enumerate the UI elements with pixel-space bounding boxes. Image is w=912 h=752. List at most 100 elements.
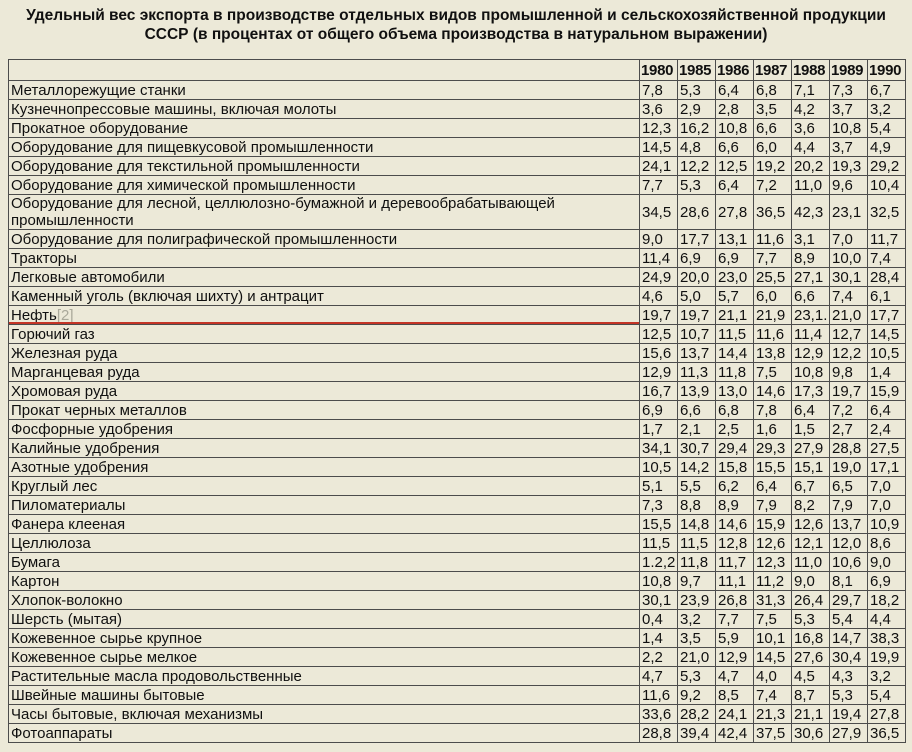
value-cell: 9,2: [677, 685, 716, 705]
product-label: Растительные масла продовольственные: [11, 667, 302, 685]
value-cell: 9,0: [639, 229, 678, 249]
value-cell: 12,9: [715, 647, 754, 667]
value-cell: 11,8: [677, 552, 716, 572]
value-cell: 19,9: [867, 647, 906, 667]
table-row: Кожевенное сырье мелкое 2,2 21,0 12,9 14,5 27…: [8, 647, 906, 667]
value-cell: 15,6: [639, 343, 678, 363]
value-cell: 21,1: [715, 305, 754, 325]
value-cell: 11,4: [791, 324, 830, 344]
product-label: Каменный уголь (включая шихту) и антраци…: [11, 287, 324, 305]
value-cell: 1,4: [867, 362, 906, 382]
value-cell: 17,7: [867, 305, 906, 325]
product-label: Оборудование для полиграфической промышл…: [11, 230, 398, 248]
value-cell: 14,5: [867, 324, 906, 344]
value-cell: 17,3: [791, 381, 830, 401]
product-label-cell: Швейные машины бытовые: [8, 685, 640, 705]
value-cell: 4,0: [753, 666, 792, 686]
value-cell: 13,0: [715, 381, 754, 401]
product-label-cell: Оборудование для полиграфической промышл…: [8, 229, 640, 249]
value-cell: 11,6: [639, 685, 678, 705]
table-row: Горючий газ 12,5 10,7 11,5 11,6 11,4 12,7 14,5: [8, 324, 906, 344]
value-cell: 1,7: [639, 419, 678, 439]
value-cell: 20,2: [791, 156, 830, 176]
value-cell: 7,4: [867, 248, 906, 268]
year-header-1988: 1988: [791, 59, 830, 81]
value-cell: 12,7: [829, 324, 868, 344]
table-row: Железная руда 15,6 13,7 14,4 13,8 12,9 12,2 10,…: [8, 343, 906, 363]
value-cell: 8,9: [791, 248, 830, 268]
value-cell: 12,6: [791, 514, 830, 534]
value-cell: 12,3: [753, 552, 792, 572]
value-cell: 9,7: [677, 571, 716, 591]
value-cell: 5,3: [677, 666, 716, 686]
value-cell: 32,5: [867, 194, 906, 230]
value-cell: 14,7: [829, 628, 868, 648]
table-row: Бумага 1.2,2 11,8 11,7 12,3 11,0 10,6 9,0: [8, 552, 906, 572]
value-cell: 3,7: [829, 137, 868, 157]
product-label: Круглый лес: [11, 477, 98, 495]
value-cell: 13,9: [677, 381, 716, 401]
value-cell: 3,2: [677, 609, 716, 629]
value-cell: 0,4: [639, 609, 678, 629]
table-row: Тракторы 11,4 6,9 6,9 7,7 8,9 10,0 7,4: [8, 248, 906, 268]
value-cell: 3,2: [867, 99, 906, 119]
value-cell: 12,8: [715, 533, 754, 553]
value-cell: 19,2: [753, 156, 792, 176]
value-cell: 6,6: [753, 118, 792, 138]
value-cell: 10,6: [829, 552, 868, 572]
value-cell: 1,6: [753, 419, 792, 439]
table-row: Круглый лес 5,1 5,5 6,2 6,4 6,7 6,5 7,0: [8, 476, 906, 496]
value-cell: 5,7: [715, 286, 754, 306]
value-cell: 7,5: [753, 609, 792, 629]
value-cell: 17,1: [867, 457, 906, 477]
value-cell: 6,4: [791, 400, 830, 420]
value-cell: 23,1: [829, 194, 868, 230]
product-label: Кузнечнопрессовые машины, включая молоты: [11, 100, 337, 118]
value-cell: 12,3: [639, 118, 678, 138]
value-cell: 10,8: [639, 571, 678, 591]
value-cell: 21,1: [791, 704, 830, 724]
value-cell: 36,5: [753, 194, 792, 230]
value-cell: 11,2: [753, 571, 792, 591]
table-row: Фотоаппараты 28,8 39,4 42,4 37,5 30,6 27,9 36,5: [8, 723, 906, 743]
value-cell: 6,5: [829, 476, 868, 496]
product-label-cell: Азотные удобрения: [8, 457, 640, 477]
value-cell: 9,0: [791, 571, 830, 591]
year-header-1980: 1980: [639, 59, 678, 81]
value-cell: 5,3: [829, 685, 868, 705]
value-cell: 18,2: [867, 590, 906, 610]
product-label-cell: Бумага: [8, 552, 640, 572]
value-cell: 11,6: [753, 324, 792, 344]
footnote-reference-link[interactable]: [2]: [56, 306, 74, 324]
value-cell: 2,4: [867, 419, 906, 439]
value-cell: 6,0: [753, 286, 792, 306]
table-row: Швейные машины бытовые 11,6 9,2 8,5 7,4 8,7 5,…: [8, 685, 906, 705]
value-cell: 5,0: [677, 286, 716, 306]
product-label: Азотные удобрения: [11, 458, 149, 476]
value-cell: 13,7: [829, 514, 868, 534]
table-row: Легковые автомобили 24,9 20,0 23,0 25,5 27,1 3…: [8, 267, 906, 287]
value-cell: 7,2: [753, 175, 792, 195]
product-label-cell: Нефть[2]: [8, 305, 640, 325]
value-cell: 27,8: [715, 194, 754, 230]
table-row: Хлопок-волокно 30,1 23,9 26,8 31,3 26,4 29,7 18…: [8, 590, 906, 610]
value-cell: 2,2: [639, 647, 678, 667]
value-cell: 15,5: [753, 457, 792, 477]
product-label: Металлорежущие станки: [11, 81, 186, 99]
value-cell: 4,5: [791, 666, 830, 686]
value-cell: 5,4: [829, 609, 868, 629]
table-header-row: 1980 1985 1986 1987 1988 1989 1990: [8, 59, 906, 81]
table-row: Фанера клееная 15,5 14,8 14,6 15,9 12,6 13,7 10…: [8, 514, 906, 534]
value-cell: 4,3: [829, 666, 868, 686]
value-cell: 29,4: [715, 438, 754, 458]
value-cell: 6,9: [639, 400, 678, 420]
table-row: Азотные удобрения 10,5 14,2 15,8 15,5 15,1 19,…: [8, 457, 906, 477]
value-cell: 6,4: [867, 400, 906, 420]
value-cell: 5,5: [677, 476, 716, 496]
value-cell: 8,1: [829, 571, 868, 591]
value-cell: 2,9: [677, 99, 716, 119]
value-cell: 4,4: [867, 609, 906, 629]
value-cell: 4,2: [791, 99, 830, 119]
product-label-cell: Шерсть (мытая): [8, 609, 640, 629]
product-label-cell: Оборудование для пищевкусовой промышленн…: [8, 137, 640, 157]
